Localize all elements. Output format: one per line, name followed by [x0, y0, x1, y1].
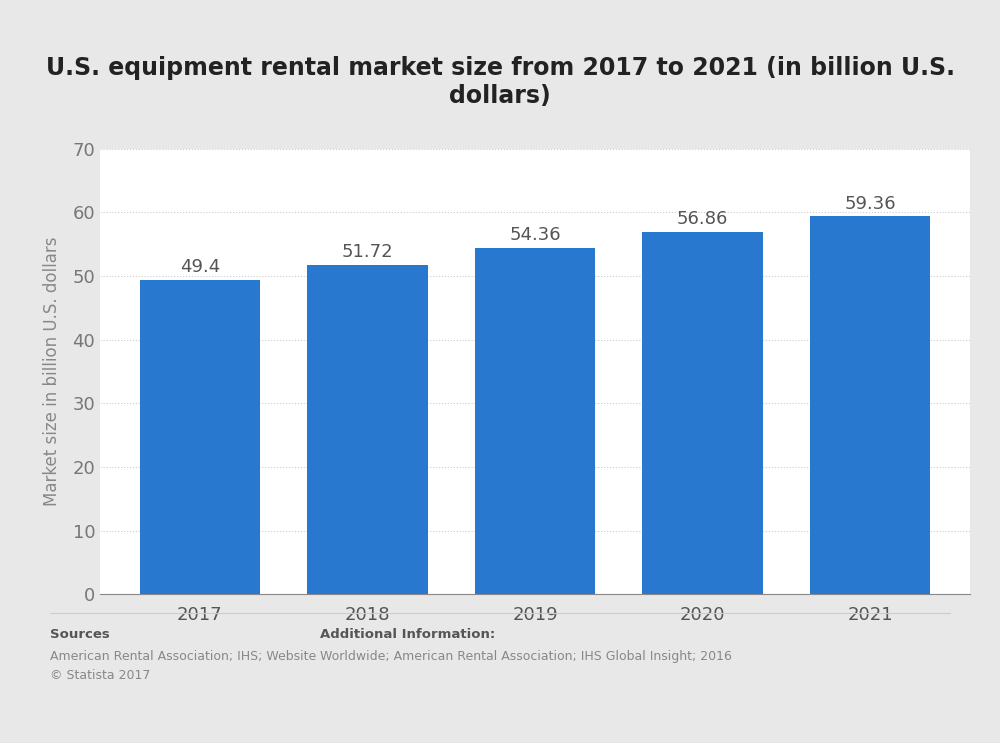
Text: U.S. equipment rental market size from 2017 to 2021 (in billion U.S.
dollars): U.S. equipment rental market size from 2… [46, 56, 954, 108]
Bar [140, 280, 260, 594]
Bar [475, 248, 595, 594]
Text: American Rental Association; IHS; Website
© Statista 2017: American Rental Association; IHS; Websit… [50, 650, 316, 682]
Bar [810, 216, 930, 594]
Text: 59.36: 59.36 [844, 195, 896, 212]
Bar [642, 233, 763, 594]
Bar [307, 265, 428, 594]
Text: Sources: Sources [50, 628, 110, 640]
Text: 51.72: 51.72 [342, 243, 393, 262]
Text: 49.4: 49.4 [180, 258, 220, 276]
Text: Additional Information:: Additional Information: [320, 628, 495, 640]
Text: 56.86: 56.86 [677, 210, 728, 228]
Text: Worldwide; American Rental Association; IHS Global Insight; 2016: Worldwide; American Rental Association; … [320, 650, 732, 663]
Text: 54.36: 54.36 [509, 227, 561, 244]
Y-axis label: Market size in billion U.S. dollars: Market size in billion U.S. dollars [43, 237, 61, 506]
